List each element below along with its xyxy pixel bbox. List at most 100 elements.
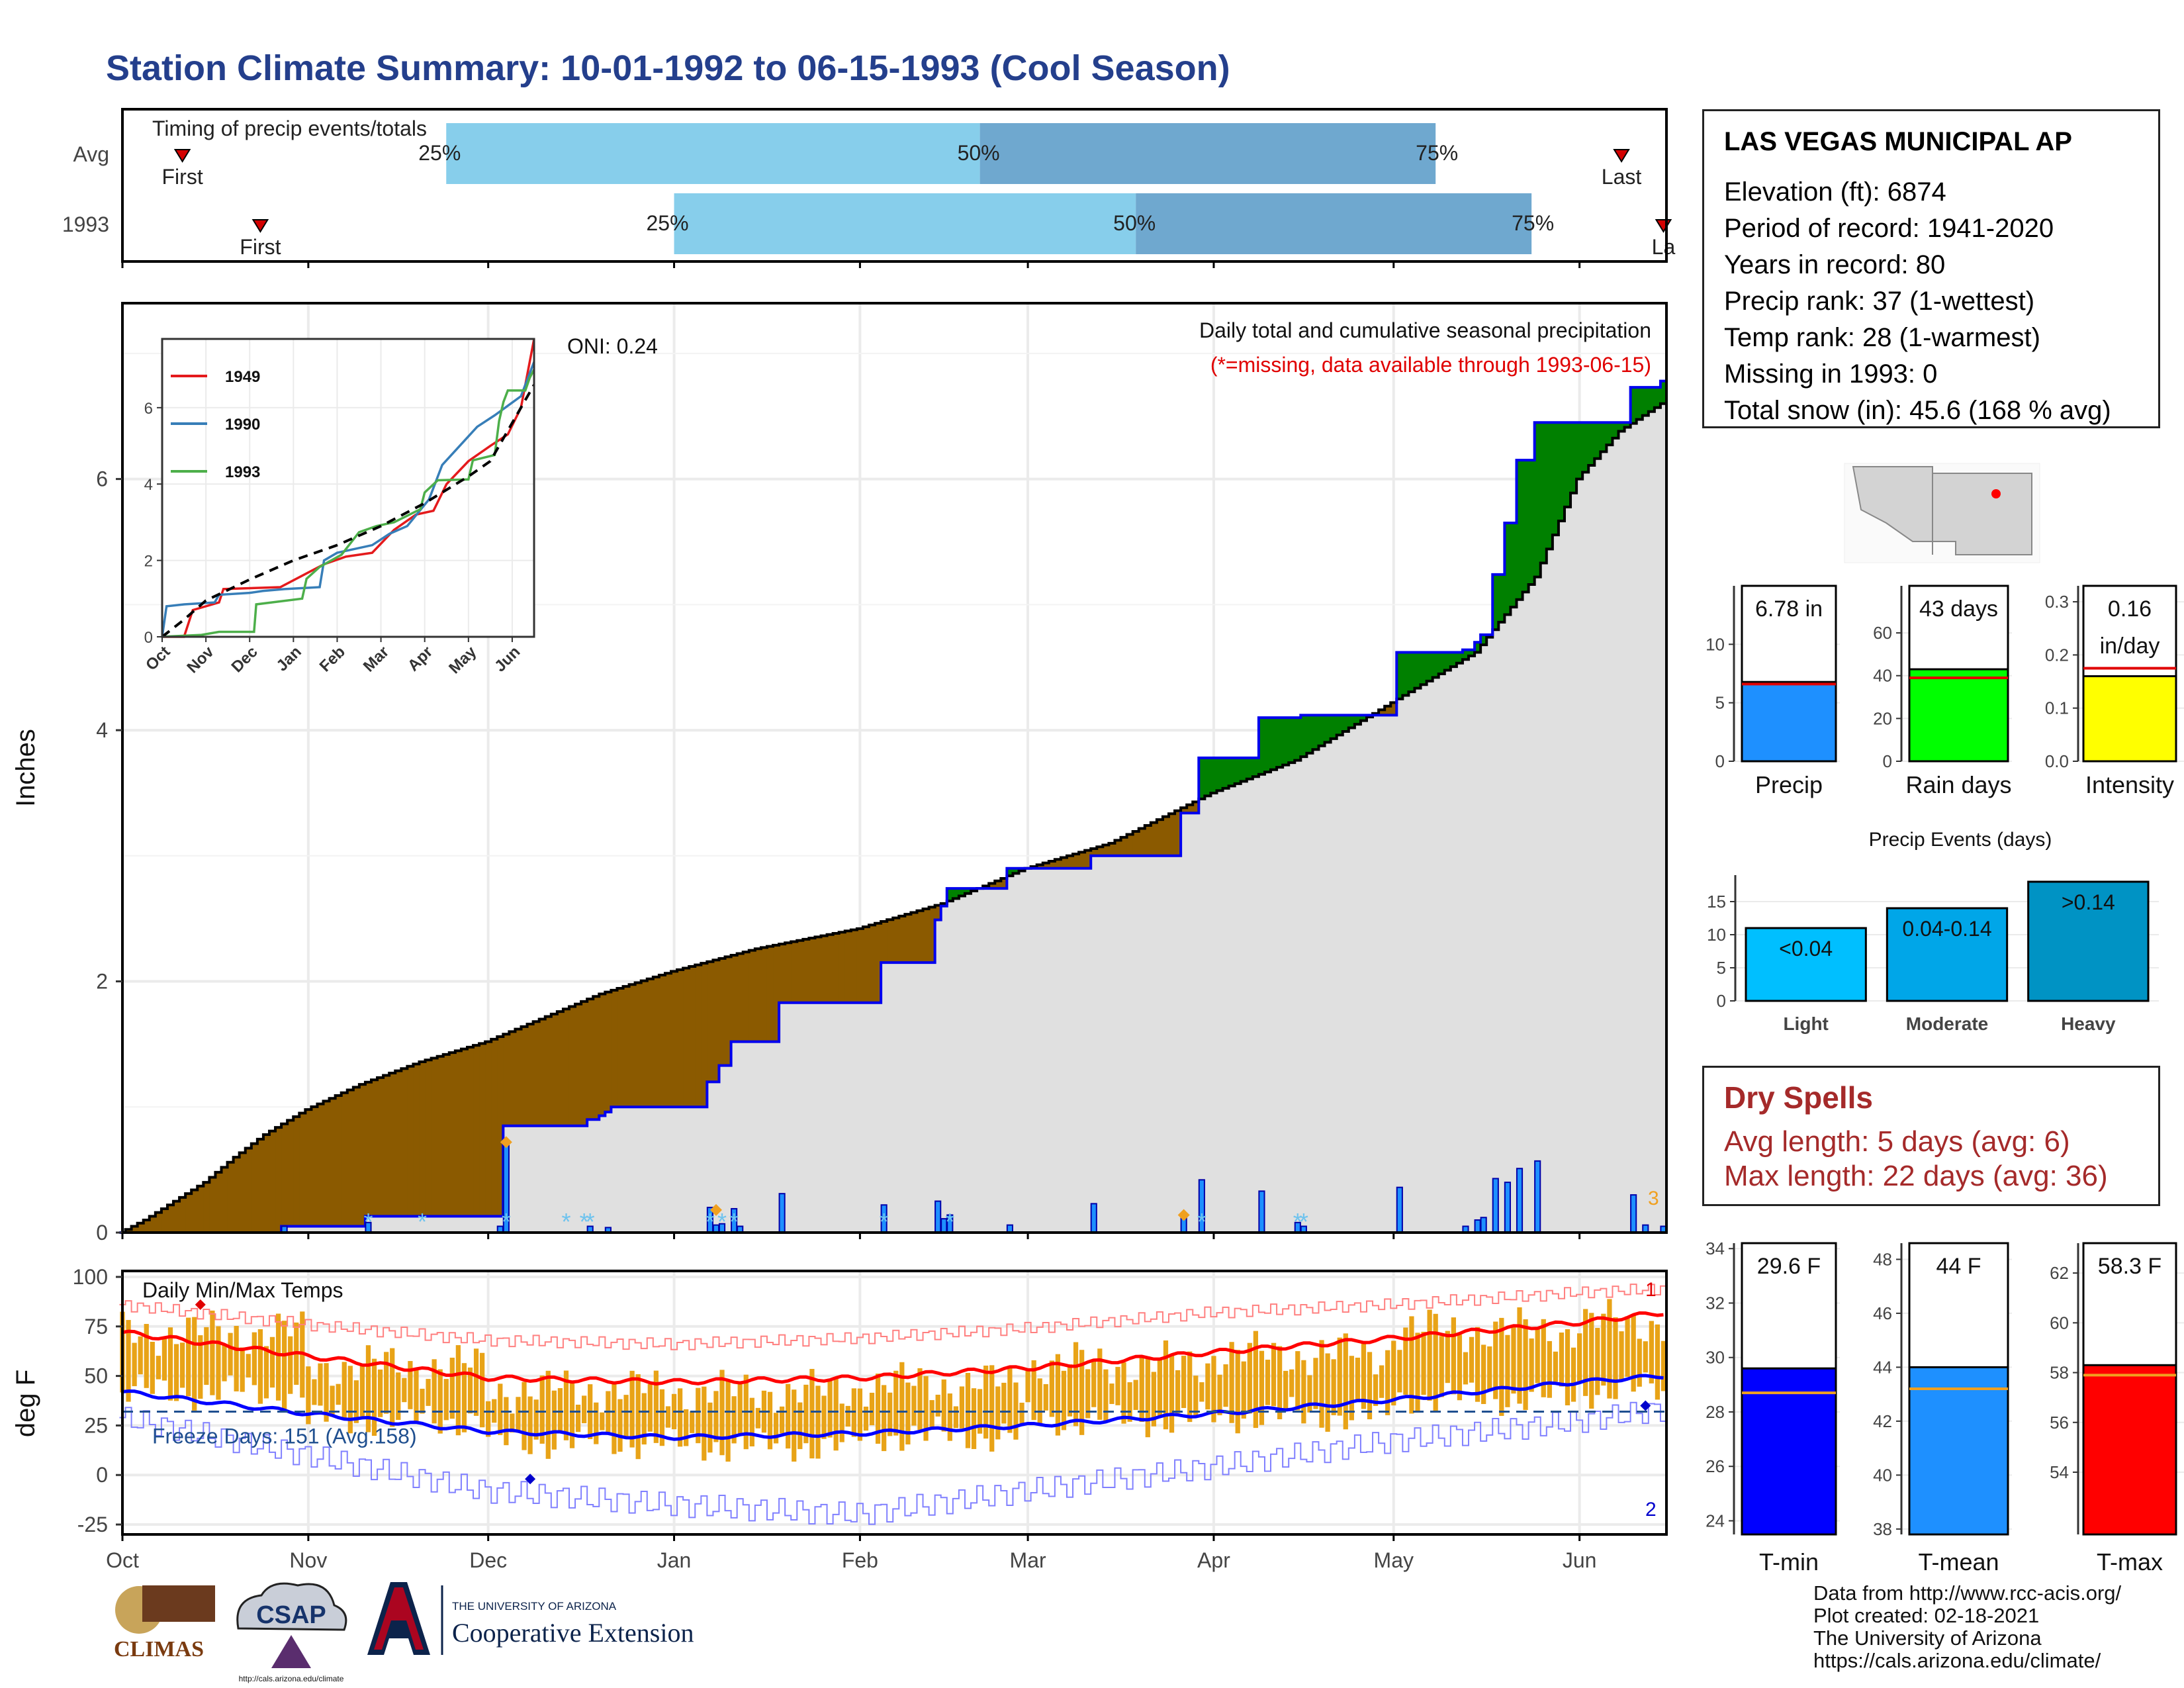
daily-temp-bar bbox=[1175, 1370, 1181, 1413]
daily-temp-bar bbox=[677, 1388, 683, 1447]
record-marker bbox=[195, 1299, 206, 1310]
deficit-fill bbox=[713, 960, 720, 1082]
daily-temp-bar bbox=[396, 1372, 401, 1420]
daily-temp-bar bbox=[863, 1406, 869, 1431]
gray-fill bbox=[1054, 868, 1062, 1233]
gray-fill bbox=[983, 888, 989, 1233]
daily-precip-bar bbox=[1534, 1160, 1541, 1233]
deficit-fill bbox=[868, 925, 876, 1003]
daily-temp-bar bbox=[803, 1384, 809, 1444]
climas-emblem-block bbox=[142, 1585, 215, 1622]
deficit-fill bbox=[137, 1223, 144, 1233]
gray-fill bbox=[929, 962, 936, 1233]
mini-y-tick: 0.1 bbox=[2045, 698, 2069, 718]
surplus-fill bbox=[1612, 422, 1619, 438]
gray-fill bbox=[833, 1002, 840, 1233]
gray-fill bbox=[1162, 855, 1169, 1233]
snow-marker: * bbox=[580, 1208, 589, 1235]
gray-fill bbox=[353, 1226, 360, 1233]
daily-temp-bar bbox=[246, 1354, 251, 1378]
gray-fill bbox=[1115, 855, 1122, 1233]
deficit-fill bbox=[599, 994, 606, 1116]
daily-temp-bar bbox=[1625, 1316, 1630, 1377]
surplus-fill bbox=[1504, 523, 1512, 615]
gray-fill bbox=[1516, 599, 1524, 1233]
daily-temp-bar bbox=[1229, 1342, 1234, 1423]
daily-temp-bar bbox=[426, 1379, 431, 1406]
deficit-fill bbox=[437, 1056, 444, 1217]
daily-temp-bar bbox=[786, 1383, 791, 1449]
deficit-fill bbox=[1181, 808, 1187, 814]
gray-fill bbox=[1336, 735, 1343, 1233]
deficit-fill bbox=[1193, 802, 1199, 814]
precip-ylabel: Inches bbox=[11, 729, 40, 807]
deficit-fill bbox=[659, 975, 666, 1107]
deficit-fill bbox=[917, 910, 924, 963]
daily-temp-bar bbox=[545, 1370, 551, 1459]
deficit-fill bbox=[1126, 834, 1134, 856]
temps-x-label: May bbox=[1374, 1548, 1414, 1572]
daily-temp-bar bbox=[1367, 1352, 1373, 1420]
gray-fill bbox=[731, 1041, 738, 1233]
station-elevation: Elevation (ft): 6874 bbox=[1724, 177, 1946, 207]
csap-url: http://cals.arizona.edu/climate bbox=[239, 1674, 344, 1683]
daily-temp-bar bbox=[1187, 1351, 1193, 1423]
daily-temp-bar bbox=[1067, 1364, 1073, 1417]
surplus-fill bbox=[1462, 649, 1469, 660]
inset-y-tick: 4 bbox=[144, 476, 153, 494]
daily-temp-bar bbox=[653, 1370, 659, 1443]
daily-temp-bar bbox=[809, 1368, 815, 1459]
daily-temp-bar bbox=[839, 1403, 844, 1442]
last-label: La bbox=[1652, 235, 1676, 259]
gray-fill bbox=[317, 1226, 324, 1233]
gray-fill bbox=[509, 1125, 516, 1233]
gray-fill bbox=[719, 1065, 726, 1233]
gray-fill bbox=[1048, 868, 1056, 1233]
event-category: Light bbox=[1783, 1013, 1828, 1034]
csap-mountain-icon bbox=[271, 1635, 311, 1668]
gray-fill bbox=[749, 1041, 756, 1233]
gray-fill bbox=[323, 1226, 330, 1233]
gray-fill bbox=[1066, 868, 1073, 1233]
deficit-fill bbox=[263, 1135, 270, 1233]
daily-temp-bar bbox=[1349, 1356, 1354, 1421]
deficit-fill bbox=[479, 1043, 486, 1217]
inset-y-tick: 2 bbox=[144, 553, 153, 571]
gray-fill bbox=[1576, 479, 1583, 1233]
temps-x-label: Mar bbox=[1010, 1548, 1046, 1572]
events-y-tick: 15 bbox=[1707, 892, 1726, 912]
deficit-fill bbox=[227, 1162, 234, 1233]
gray-fill bbox=[527, 1125, 534, 1233]
deficit-fill bbox=[353, 1087, 360, 1227]
surplus-fill bbox=[1516, 460, 1524, 600]
deficit-fill bbox=[1085, 850, 1091, 868]
gray-fill bbox=[1570, 492, 1577, 1233]
gray-fill bbox=[605, 1111, 612, 1233]
gray-fill bbox=[635, 1107, 642, 1233]
credits: Data from http://www.rcc-acis.org/ Plot … bbox=[1813, 1582, 2121, 1672]
deficit-fill bbox=[1138, 828, 1146, 856]
gray-fill bbox=[1289, 763, 1295, 1233]
deficit-fill bbox=[623, 986, 630, 1107]
dry-spells-heading: Dry Spells bbox=[1724, 1080, 1873, 1115]
gray-fill bbox=[713, 1082, 720, 1233]
daily-temp-bar bbox=[1205, 1363, 1210, 1410]
gray-fill bbox=[779, 1002, 786, 1233]
mini-caption: Precip bbox=[1755, 771, 1823, 798]
gray-fill bbox=[707, 1082, 714, 1233]
mini-y-tick: 62 bbox=[2050, 1263, 2069, 1283]
deficit-fill bbox=[1175, 810, 1181, 856]
gray-fill bbox=[371, 1216, 378, 1233]
deficit-fill bbox=[377, 1077, 384, 1217]
daily-temp-bar bbox=[606, 1391, 611, 1434]
deficit-fill bbox=[161, 1208, 168, 1233]
gray-fill bbox=[1030, 868, 1038, 1233]
deficit-fill bbox=[287, 1120, 294, 1227]
gray-fill bbox=[1187, 813, 1193, 1233]
deficit-fill bbox=[461, 1049, 468, 1217]
mini-y-tick: 0.3 bbox=[2045, 592, 2069, 612]
mini-value-label: in/day bbox=[2100, 633, 2160, 659]
daily-temp-bar bbox=[1133, 1380, 1138, 1410]
daily-temp-bar bbox=[1541, 1319, 1546, 1397]
gray-fill bbox=[1594, 458, 1601, 1233]
